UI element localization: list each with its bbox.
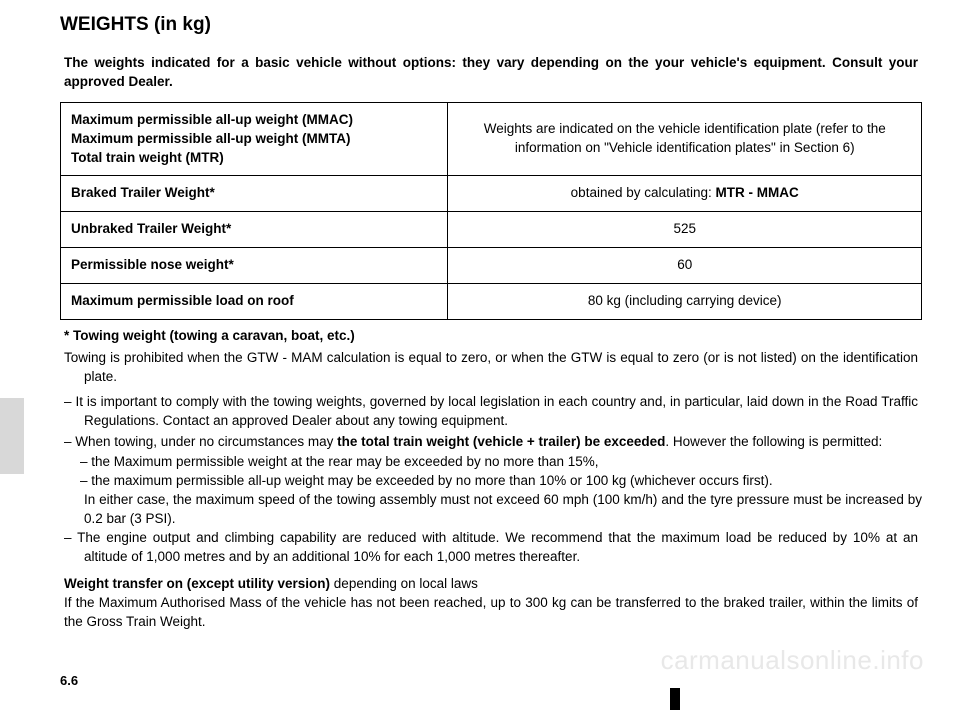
- page-content: WEIGHTS (in kg) The weights indicated fo…: [0, 0, 960, 631]
- bullet2-post: . However the following is permitted:: [665, 434, 882, 449]
- watermark: carmanualsonline.info: [661, 645, 924, 676]
- side-tab: [0, 398, 24, 474]
- bullet-list: It is important to comply with the towin…: [60, 393, 922, 452]
- table-cell-right: 60: [448, 248, 922, 284]
- table-row: Maximum permissible load on roof80 kg (i…: [61, 284, 922, 320]
- table-row: Braked Trailer Weight*obtained by calcul…: [61, 176, 922, 212]
- table-row: Permissible nose weight*60: [61, 248, 922, 284]
- weight-transfer-body: If the Maximum Authorised Mass of the ve…: [60, 594, 922, 632]
- intro-text: The weights indicated for a basic vehicl…: [60, 54, 922, 92]
- table-cell-left: Maximum permissible all-up weight (MMAC)…: [61, 102, 448, 176]
- bullet-list-2: The engine output and climbing capabilit…: [60, 529, 922, 567]
- bullet2-bold: the total train weight (vehicle + traile…: [337, 434, 665, 449]
- table-cell-right: Weights are indicated on the vehicle ide…: [448, 102, 922, 176]
- table-cell-left: Braked Trailer Weight*: [61, 176, 448, 212]
- weight-transfer-heading: Weight transfer on (except utility versi…: [60, 575, 922, 594]
- table-row: Unbraked Trailer Weight*525: [61, 212, 922, 248]
- towing-continuation: In either case, the maximum speed of the…: [60, 491, 922, 529]
- bullet-item-altitude: The engine output and climbing capabilit…: [64, 529, 918, 567]
- bullet2-pre: When towing, under no circumstances may: [75, 434, 337, 449]
- table-cell-left: Permissible nose weight*: [61, 248, 448, 284]
- bullet-item-towing: When towing, under no circumstances may …: [64, 433, 918, 452]
- footnote-title: * Towing weight (towing a caravan, boat,…: [60, 328, 922, 343]
- weight-transfer-bold: Weight transfer on (except utility versi…: [64, 576, 334, 591]
- weights-table: Maximum permissible all-up weight (MMAC)…: [60, 102, 922, 320]
- table-cell-left: Unbraked Trailer Weight*: [61, 212, 448, 248]
- table-cell-left: Maximum permissible load on roof: [61, 284, 448, 320]
- sub-bullet-allup-weight: the maximum permissible all-up weight ma…: [60, 472, 922, 491]
- page-title: WEIGHTS (in kg): [60, 14, 922, 36]
- table-cell-right: 80 kg (including carrying device): [448, 284, 922, 320]
- towing-prohibited-text: Towing is prohibited when the GTW - MAM …: [60, 349, 922, 387]
- sub-bullet-rear-weight: the Maximum permissible weight at the re…: [60, 453, 922, 472]
- table-cell-right: 525: [448, 212, 922, 248]
- black-marker: [670, 688, 680, 710]
- page-number: 6.6: [60, 673, 78, 688]
- table-cell-right: obtained by calculating: MTR - MMAC: [448, 176, 922, 212]
- bullet-item-compliance: It is important to comply with the towin…: [64, 393, 918, 431]
- weight-transfer-post: depending on local laws: [334, 576, 478, 591]
- table-row: Maximum permissible all-up weight (MMAC)…: [61, 102, 922, 176]
